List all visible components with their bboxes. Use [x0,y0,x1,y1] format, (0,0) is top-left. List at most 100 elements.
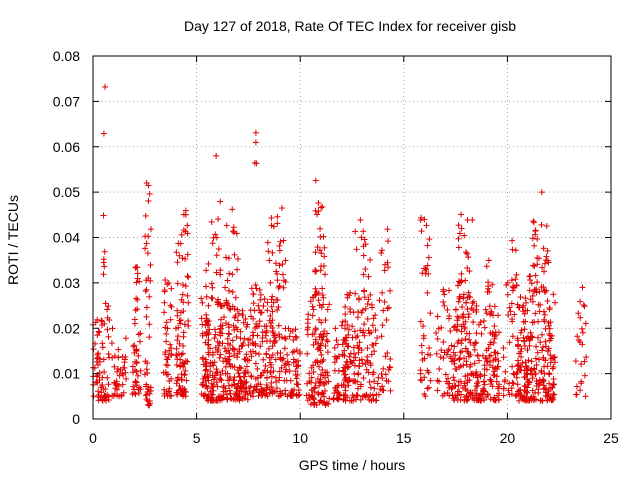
data-point [263,375,270,382]
data-point [531,242,538,249]
data-point [361,294,368,301]
data-point [105,333,112,340]
data-point [466,294,473,301]
data-point [296,391,303,398]
data-point [517,294,524,301]
data-point [237,328,244,335]
data-point [339,351,346,358]
data-point [231,305,238,312]
data-point [427,310,434,317]
data-point [283,366,290,373]
data-point [173,361,180,368]
data-point [520,302,527,309]
data-point [433,329,440,336]
data-point [509,316,516,323]
data-point [434,313,441,320]
data-point [578,380,585,387]
data-point [307,401,314,408]
data-point [252,282,259,289]
data-point [532,227,539,234]
data-point [480,317,487,324]
data-point [232,312,239,319]
data-point [242,356,249,363]
data-point [122,335,129,342]
data-point [198,295,205,302]
data-point [100,271,107,278]
data-point [368,301,375,308]
data-point [240,319,247,326]
data-point [232,294,239,301]
data-point [373,397,380,404]
data-point [215,245,222,252]
data-point [535,318,542,325]
data-point [378,333,385,340]
data-point [147,261,154,268]
data-point [318,250,325,257]
data-point [545,322,552,329]
data-point [264,393,271,400]
data-point [236,395,243,402]
data-point [108,340,115,347]
data-point [98,317,105,324]
data-point [544,298,551,305]
data-point [456,230,463,237]
data-point [454,392,461,399]
data-point [279,356,286,363]
data-point [261,295,268,302]
data-point [343,340,350,347]
data-point [464,264,471,271]
data-point [131,386,138,393]
data-point [207,359,214,366]
data-point [426,345,433,352]
data-point [427,351,434,358]
data-point [322,401,329,408]
data-point [295,381,302,388]
data-point [279,261,286,268]
data-point [383,317,390,324]
data-point [251,159,258,166]
data-point [273,268,280,275]
data-point [464,306,471,313]
data-point [254,365,261,372]
data-point [334,341,341,348]
data-point [462,335,469,342]
data-point [526,287,533,294]
data-point [205,377,212,384]
data-point [514,381,521,388]
data-point [131,320,138,327]
data-point [367,256,374,263]
data-point [267,279,274,286]
data-point [477,397,484,404]
data-point [181,372,188,379]
data-point [521,382,528,389]
data-point [367,384,374,391]
data-point [231,251,238,258]
data-point [133,279,140,286]
data-point [450,395,457,402]
data-point [357,381,364,388]
data-point [259,334,266,341]
data-point [203,311,210,318]
data-point [103,397,110,404]
data-point [322,374,329,381]
data-point [111,363,118,370]
data-point [541,370,548,377]
data-point [359,393,366,400]
data-point [366,330,373,337]
data-point [260,356,267,363]
data-point [285,361,292,368]
data-point [461,382,468,389]
data-point [176,317,183,324]
data-point [342,325,349,332]
data-point [236,373,243,380]
data-point [220,382,227,389]
data-point [164,356,171,363]
data-point [550,376,557,383]
data-point [161,386,168,393]
data-point [481,381,488,388]
data-point [387,356,394,363]
data-point [537,397,544,404]
data-point [441,291,448,298]
data-point [160,369,167,376]
data-point [487,341,494,348]
